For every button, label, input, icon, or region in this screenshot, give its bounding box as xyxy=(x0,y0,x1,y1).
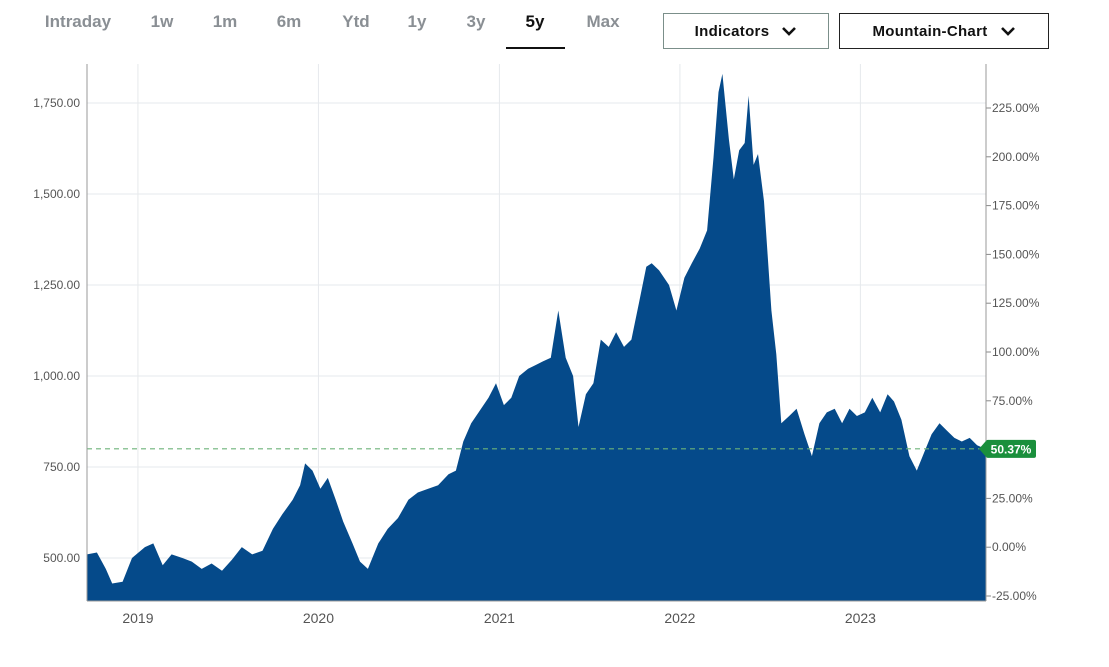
x-tick-label: 2023 xyxy=(845,610,876,626)
x-tick-label: 2022 xyxy=(664,610,695,626)
y-right-tick-label: 0.00% xyxy=(992,540,1026,554)
x-tick-label: 2019 xyxy=(122,610,153,626)
timeframe-tabs: Intraday 1w 1m 6m Ytd 1y 3y 5y Max xyxy=(0,0,640,52)
y-left-tick-label: 750.00 xyxy=(43,460,80,474)
tab-3y[interactable]: 3y xyxy=(466,12,486,31)
price-area xyxy=(87,73,986,601)
y-left-tick-label: 1,500.00 xyxy=(33,187,80,201)
price-chart[interactable]: 2019 2020 2021 2022 2023 500.00 750.00 1,000.00… xyxy=(0,55,1109,667)
y-left-tick-label: 1,000.00 xyxy=(33,369,80,383)
y-left-tick-label: 500.00 xyxy=(43,551,80,565)
badge-background xyxy=(986,439,1036,458)
change-badge-label: 50.37% xyxy=(991,442,1032,456)
y-right-tick-label: 100.00% xyxy=(992,345,1040,359)
y-right-tick-label: 75.00% xyxy=(992,394,1033,408)
y-right-tick-label: 125.00% xyxy=(992,296,1040,310)
y-right-tick-label: 175.00% xyxy=(992,199,1040,213)
tab-1m[interactable]: 1m xyxy=(212,12,238,31)
tab-intraday[interactable]: Intraday xyxy=(44,12,112,31)
indicators-dropdown[interactable]: Indicators xyxy=(663,13,829,49)
badge-arrow xyxy=(979,440,986,457)
y-right-tick-label: -25.00% xyxy=(992,589,1037,603)
active-tab-indicator xyxy=(506,47,565,49)
chart-type-dropdown[interactable]: Mountain-Chart xyxy=(839,13,1049,49)
tab-ytd[interactable]: Ytd xyxy=(342,12,370,31)
y-right-tick-label: 200.00% xyxy=(992,150,1040,164)
indicators-label: Indicators xyxy=(694,22,770,40)
tab-1y[interactable]: 1y xyxy=(407,12,427,31)
tab-max[interactable]: Max xyxy=(586,12,620,31)
x-tick-label: 2020 xyxy=(303,610,334,626)
y-right-tick-label: 25.00% xyxy=(992,491,1033,505)
chart-type-label: Mountain-Chart xyxy=(872,22,988,40)
y-right-tick-label: 225.00% xyxy=(992,101,1040,115)
x-tick-label: 2021 xyxy=(484,610,515,626)
y-right-tick-label: 150.00% xyxy=(992,247,1040,261)
tab-6m[interactable]: 6m xyxy=(276,12,302,31)
change-badge: 50.37% xyxy=(979,439,1036,458)
tab-5y[interactable]: 5y xyxy=(525,12,545,31)
y-left-tick-label: 1,750.00 xyxy=(33,96,80,110)
chevron-down-icon xyxy=(782,27,797,36)
chevron-down-icon xyxy=(1000,27,1015,36)
y-left-tick-label: 1,250.00 xyxy=(33,278,80,292)
tab-1w[interactable]: 1w xyxy=(150,12,174,31)
